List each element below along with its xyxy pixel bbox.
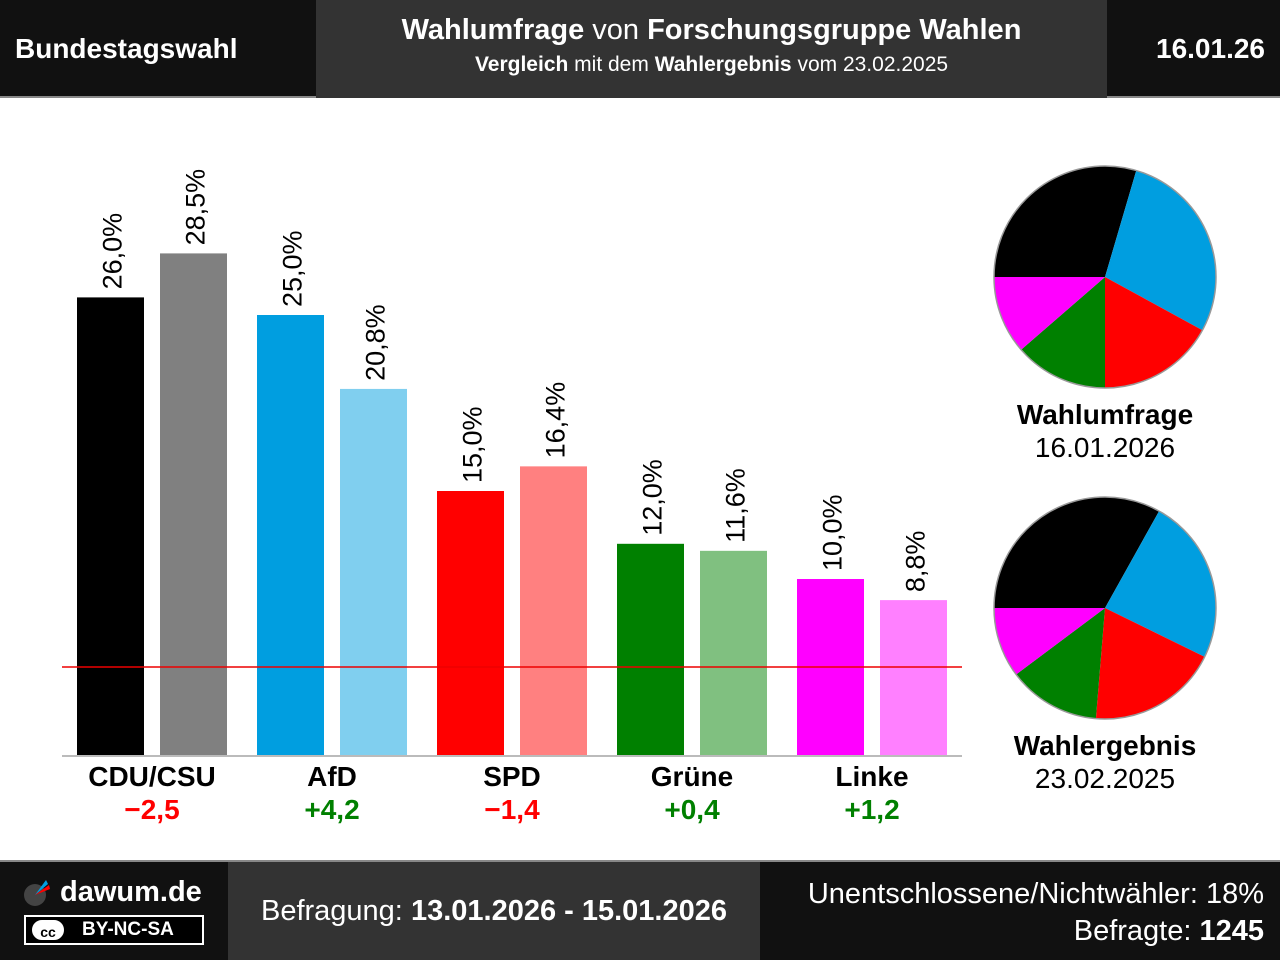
license-badge[interactable]: cc BY-NC-SA bbox=[24, 915, 204, 945]
survey-dates: 13.01.2026 - 15.01.2026 bbox=[410, 895, 727, 927]
title-institute: Forschungsgruppe Wahlen bbox=[647, 14, 1022, 46]
bar-value-label: 12,0% bbox=[638, 459, 668, 536]
survey-stats: Unentschlossene/Nichtwähler: 18% Befragte… bbox=[760, 862, 1280, 960]
bar-value-label: 15,0% bbox=[458, 406, 488, 483]
difference-label: +1,2 bbox=[844, 794, 899, 825]
bar bbox=[880, 600, 947, 755]
header-date: 16.01.26 bbox=[1156, 33, 1265, 64]
pie-title: Wahlergebnis bbox=[1013, 730, 1197, 761]
bar bbox=[437, 491, 504, 755]
pie-label-result: Wahlergebnis 23.02.2025 bbox=[975, 729, 1235, 795]
title-poll: Wahlumfrage bbox=[401, 14, 585, 46]
pie-slice bbox=[994, 496, 1160, 608]
bar-value-label: 8,8% bbox=[901, 531, 931, 593]
dawum-logo-icon bbox=[24, 880, 50, 906]
category-label: CDU/CSU bbox=[88, 761, 216, 792]
pie-slice bbox=[1016, 608, 1105, 719]
category-label: SPD bbox=[483, 761, 541, 792]
bar bbox=[340, 388, 407, 755]
bar-value-label: 20,8% bbox=[361, 304, 391, 381]
footer: dawum.de cc BY-NC-SA Befragung: 13.01.202… bbox=[0, 860, 1280, 960]
difference-label: +0,4 bbox=[664, 794, 720, 825]
bar bbox=[160, 253, 227, 755]
bar-value-label: 16,4% bbox=[541, 382, 571, 459]
difference-label: +4,2 bbox=[304, 794, 359, 825]
category-label: Linke bbox=[835, 761, 908, 792]
survey-period: Befragung: 13.01.2026 - 15.01.2026 bbox=[228, 862, 760, 960]
header: Bundestagswahl Wahlumfrage von Forschung… bbox=[0, 0, 1280, 98]
sub-4: vom 23.02.2025 bbox=[791, 53, 949, 76]
pie-slice bbox=[994, 608, 1105, 675]
pie-slice bbox=[1105, 511, 1217, 657]
bar bbox=[520, 466, 587, 755]
bar-value-label: 28,5% bbox=[181, 169, 211, 246]
bar bbox=[77, 297, 144, 755]
bar-value-label: 11,6% bbox=[721, 468, 751, 543]
header-election: Bundestagswahl bbox=[15, 33, 238, 64]
pie-outline bbox=[993, 165, 1217, 389]
pie-label-poll: Wahlumfrage 16.01.2026 bbox=[975, 398, 1235, 464]
license-text: BY-NC-SA bbox=[82, 919, 174, 940]
pie-date: 16.01.2026 bbox=[1034, 432, 1176, 463]
bar-value-label: 26,0% bbox=[98, 213, 128, 290]
respondents-label: Befragte: bbox=[1073, 915, 1200, 947]
undecided-share: Unentschlossene/Nichtwähler: 18% bbox=[807, 878, 1264, 910]
header-title-box: Wahlumfrage von Forschungsgruppe Wahlen … bbox=[316, 0, 1107, 98]
site-name[interactable]: dawum.de bbox=[60, 876, 202, 908]
bar-value-label: 25,0% bbox=[278, 230, 308, 307]
pie-title: Wahlumfrage bbox=[1016, 399, 1194, 430]
pie-date: 23.02.2025 bbox=[1034, 763, 1176, 794]
survey-label: Befragung: bbox=[260, 895, 411, 927]
respondents-count: 1245 bbox=[1199, 915, 1264, 947]
pie-slice bbox=[1021, 277, 1105, 388]
sub-1: Vergleich bbox=[474, 53, 569, 76]
category-label: AfD bbox=[307, 761, 357, 792]
header-subtitle: Vergleich mit dem Wahlergebnis vom 23.02… bbox=[316, 53, 1107, 77]
bar bbox=[700, 550, 767, 755]
pie-slice bbox=[994, 165, 1137, 277]
bar bbox=[257, 315, 324, 755]
header-title: Wahlumfrage von Forschungsgruppe Wahlen bbox=[316, 14, 1107, 47]
sub-2: mit dem bbox=[568, 53, 655, 76]
footer-logo-area: dawum.de cc BY-NC-SA bbox=[0, 862, 228, 960]
cc-icon: cc bbox=[30, 918, 66, 942]
pie-outline bbox=[993, 496, 1217, 720]
difference-label: −1,4 bbox=[484, 794, 540, 825]
pie-slice bbox=[994, 277, 1105, 350]
pie-slice bbox=[1105, 170, 1216, 331]
difference-label: −2,5 bbox=[124, 794, 179, 825]
bar-value-label: 10,0% bbox=[818, 494, 848, 571]
bar-chart: 26,0% 28,5% CDU/CSU−2,5 25,0% 20,8% AfD+4,2 15… bbox=[62, 165, 1217, 825]
title-from: von bbox=[584, 14, 648, 46]
sub-3: Wahlergebnis bbox=[654, 53, 792, 76]
category-label: Grüne bbox=[651, 761, 733, 792]
bar bbox=[617, 543, 684, 755]
